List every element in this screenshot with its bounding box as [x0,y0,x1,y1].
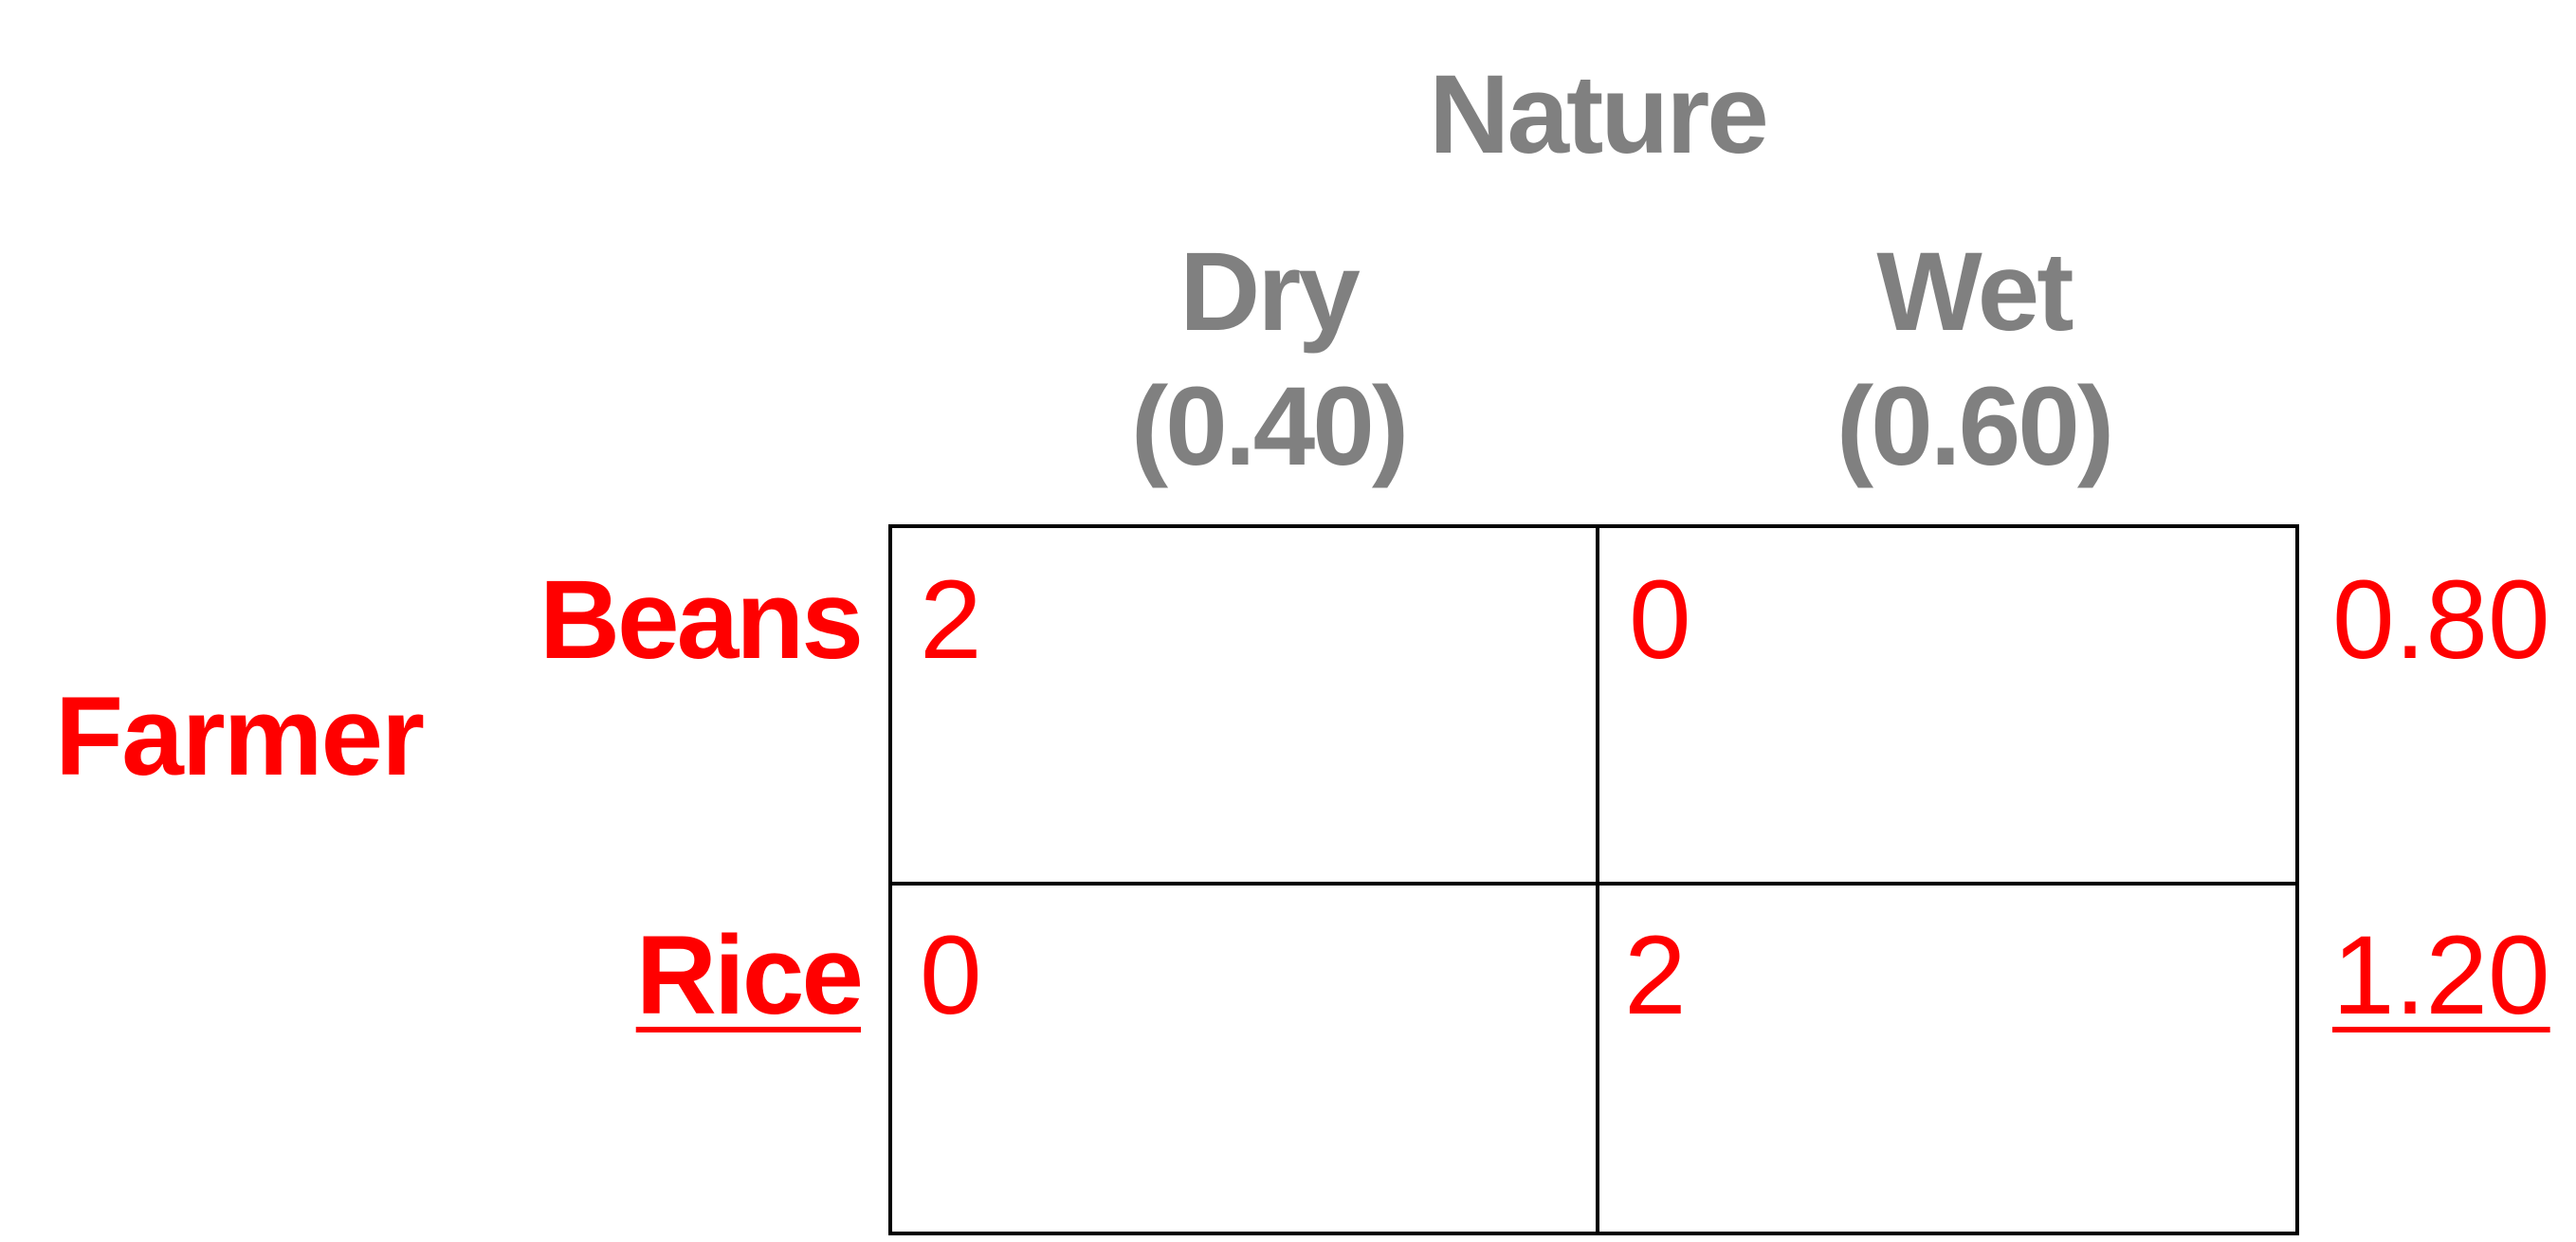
payoff-cell-beans-wet: 0 [1629,557,1691,683]
expected-value: 0.80 [2332,557,2550,683]
column-name: Dry [1179,229,1361,355]
row-label-rice: Rice [482,920,864,1032]
expected-value-chosen: 1.20 [2332,913,2550,1038]
row-label-beans: Beans [482,564,864,676]
row-name-chosen: Rice [635,913,864,1038]
payoff-matrix [888,524,2299,1235]
grid-divider-horizontal [892,882,2295,886]
expected-payoff-rice: 1.20 [2332,920,2550,1032]
row-player-label: Farmer [55,674,425,799]
payoff-cell-rice-wet: 2 [1624,913,1687,1038]
grid-divider-vertical [1596,528,1599,1232]
column-player-label: Nature [1429,52,1769,177]
payoff-cell-rice-dry: 0 [920,913,982,1038]
payoff-cell-beans-dry: 2 [920,557,982,683]
column-header-dry: Dry (0.40) [1069,225,1468,494]
row-name: Beans [539,557,864,683]
column-probability: (0.60) [1836,364,2114,489]
expected-payoff-beans: 0.80 [2332,564,2550,676]
column-probability: (0.40) [1130,364,1409,489]
column-header-wet: Wet (0.60) [1775,225,2173,494]
column-name: Wet [1876,229,2074,355]
